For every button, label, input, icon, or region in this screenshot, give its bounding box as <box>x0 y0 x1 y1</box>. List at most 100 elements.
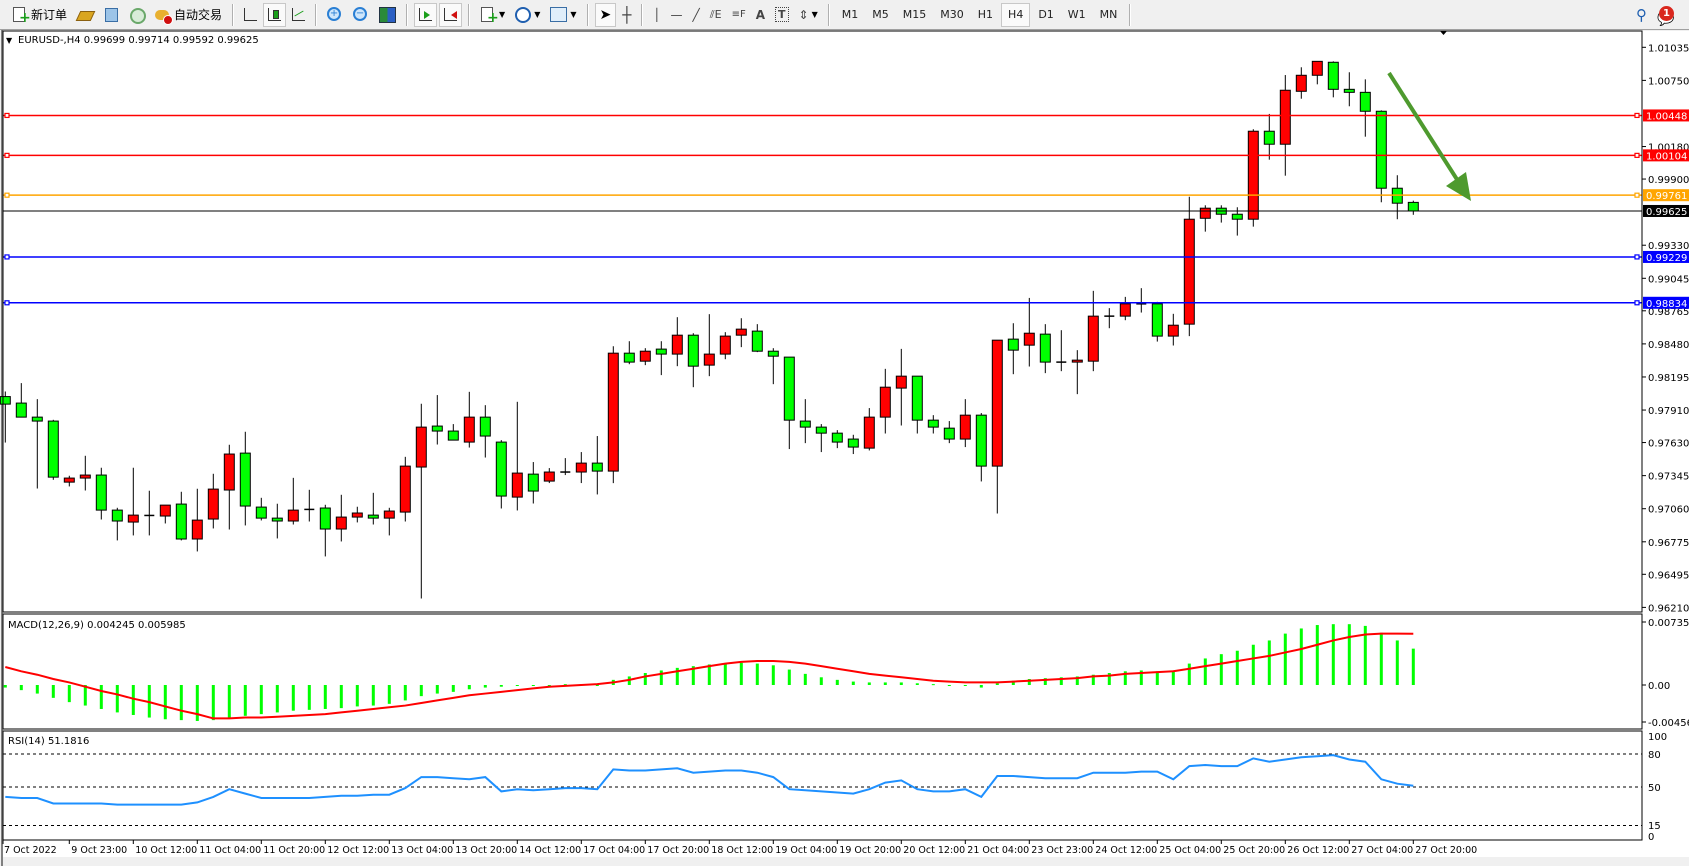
notifications-button[interactable]: 💬1 <box>1653 3 1683 27</box>
candle <box>1359 79 1371 137</box>
chevron-down-icon: ▼ <box>570 10 577 19</box>
cursor-button[interactable]: ➤ <box>594 2 617 27</box>
candle <box>719 332 731 360</box>
tile-windows-icon <box>379 6 397 23</box>
text-label-button[interactable]: T <box>771 3 793 27</box>
fibonacci-button[interactable]: ≡F <box>728 3 750 27</box>
level-handle-icon[interactable] <box>1634 300 1640 306</box>
templates-button[interactable]: ▼ <box>546 3 580 27</box>
rsi-panel[interactable] <box>3 753 1642 826</box>
macd-histogram-bar <box>931 684 935 686</box>
market-watch-button[interactable] <box>73 3 97 27</box>
candle <box>847 434 859 455</box>
level-handle-icon[interactable] <box>4 192 10 198</box>
candle-body <box>335 516 347 530</box>
candle-body <box>47 420 59 478</box>
candle <box>895 348 907 426</box>
equidistant-channel-button[interactable]: ⫽E <box>706 3 726 27</box>
level-handle-icon[interactable] <box>4 112 10 119</box>
candle-body <box>431 425 443 432</box>
candle <box>560 458 571 476</box>
tile-windows-button[interactable] <box>375 3 400 27</box>
chart-shift-button[interactable] <box>439 2 463 27</box>
macd-histogram-bar <box>595 685 599 686</box>
timeframe-d1[interactable]: D1 <box>1038 8 1054 21</box>
macd-histogram-bar <box>115 685 119 713</box>
level-handle-icon[interactable] <box>1634 192 1640 198</box>
auto-scroll-button[interactable] <box>414 2 438 27</box>
price-tick-label: 0.97345 <box>1648 472 1689 483</box>
timeframe-mn[interactable]: MN <box>1099 8 1118 21</box>
price-tick-label: 1.01035 <box>1648 43 1689 54</box>
search-button[interactable]: ⚲ <box>1632 3 1651 27</box>
horizontal-line-button[interactable]: — <box>667 3 687 27</box>
text-button[interactable]: A <box>752 3 769 27</box>
chart-shift-marker-icon[interactable] <box>1440 31 1447 35</box>
candle-body <box>799 420 811 428</box>
macd-label: MACD(12,26,9) 0.004245 0.005985 <box>8 620 186 631</box>
new-order-button[interactable]: + 新订单 <box>8 3 71 27</box>
crosshair-button[interactable]: ┼ <box>618 3 635 27</box>
macd-histogram-bar <box>67 685 71 703</box>
level-handle-icon[interactable] <box>1634 152 1640 158</box>
timeframe-m30[interactable]: M30 <box>940 8 964 21</box>
macd-histogram-bar <box>563 684 567 686</box>
candle-body <box>95 474 107 511</box>
candle <box>655 341 667 376</box>
macd-histogram-bar <box>195 685 199 721</box>
macd-histogram-bar <box>1187 663 1191 685</box>
auto-trading-button[interactable]: 自动交易 <box>151 3 226 27</box>
text-label-icon: T <box>775 7 789 22</box>
level-price-label: 0.99761 <box>1646 191 1687 202</box>
level-handle-icon[interactable] <box>4 254 10 260</box>
timeframe-m15[interactable]: M15 <box>902 8 927 21</box>
periods-button[interactable]: ▼ <box>511 3 544 27</box>
macd-histogram-bar <box>1155 671 1159 685</box>
macd-histogram-bar <box>163 685 167 720</box>
navigator-button[interactable] <box>99 3 123 27</box>
indicators-button[interactable]: + ▼ <box>476 3 509 27</box>
crosshair-icon: ┼ <box>622 5 632 24</box>
arrow-head-icon[interactable] <box>1446 172 1471 201</box>
timeframe-m5[interactable]: M5 <box>872 8 889 21</box>
level-handle-icon[interactable] <box>4 300 10 306</box>
timeframe-w1[interactable]: W1 <box>1067 8 1086 21</box>
candle <box>943 421 955 444</box>
candle-body <box>735 328 747 336</box>
candle-body <box>1247 130 1259 220</box>
zoom-out-button[interactable]: − <box>349 3 373 27</box>
separator <box>641 3 644 26</box>
macd-panel[interactable] <box>3 624 1415 721</box>
timeframe-h1[interactable]: H1 <box>977 8 994 21</box>
candle-body <box>527 473 539 492</box>
candle <box>0 391 11 443</box>
timeframe-m1[interactable]: M1 <box>841 8 859 21</box>
collapse-triangle-icon[interactable]: ▼ <box>6 36 13 45</box>
book-icon <box>75 7 96 23</box>
macd-histogram-bar <box>211 685 215 721</box>
level-handle-icon[interactable] <box>1634 112 1640 119</box>
main-price-panel[interactable] <box>0 60 1642 599</box>
timeframe-h4[interactable]: H4 <box>1001 2 1031 27</box>
candle <box>271 503 283 539</box>
trendline-button[interactable]: ╱ <box>689 3 704 27</box>
zoom-in-button[interactable]: + <box>323 3 347 27</box>
candlestick-chart-button[interactable] <box>263 2 287 27</box>
line-chart-button[interactable] <box>288 3 309 27</box>
level-handle-icon[interactable] <box>1634 254 1640 260</box>
time-label: 11 Oct 04:00 <box>199 845 261 856</box>
time-label: 19 Oct 20:00 <box>839 845 901 856</box>
candle-body <box>687 334 699 367</box>
level-handle-icon[interactable] <box>4 152 10 158</box>
macd-histogram-bar <box>995 683 999 685</box>
arrows-button[interactable]: ⇕ ▼ <box>795 3 822 27</box>
candle-body <box>1119 303 1131 317</box>
separator <box>827 3 830 26</box>
signals-button[interactable] <box>125 3 149 27</box>
bar-chart-button[interactable] <box>240 3 261 27</box>
vertical-line-button[interactable]: │ <box>649 3 664 27</box>
candle <box>591 436 603 495</box>
candle-body <box>847 438 859 448</box>
trend-arrow[interactable] <box>1387 71 1460 183</box>
